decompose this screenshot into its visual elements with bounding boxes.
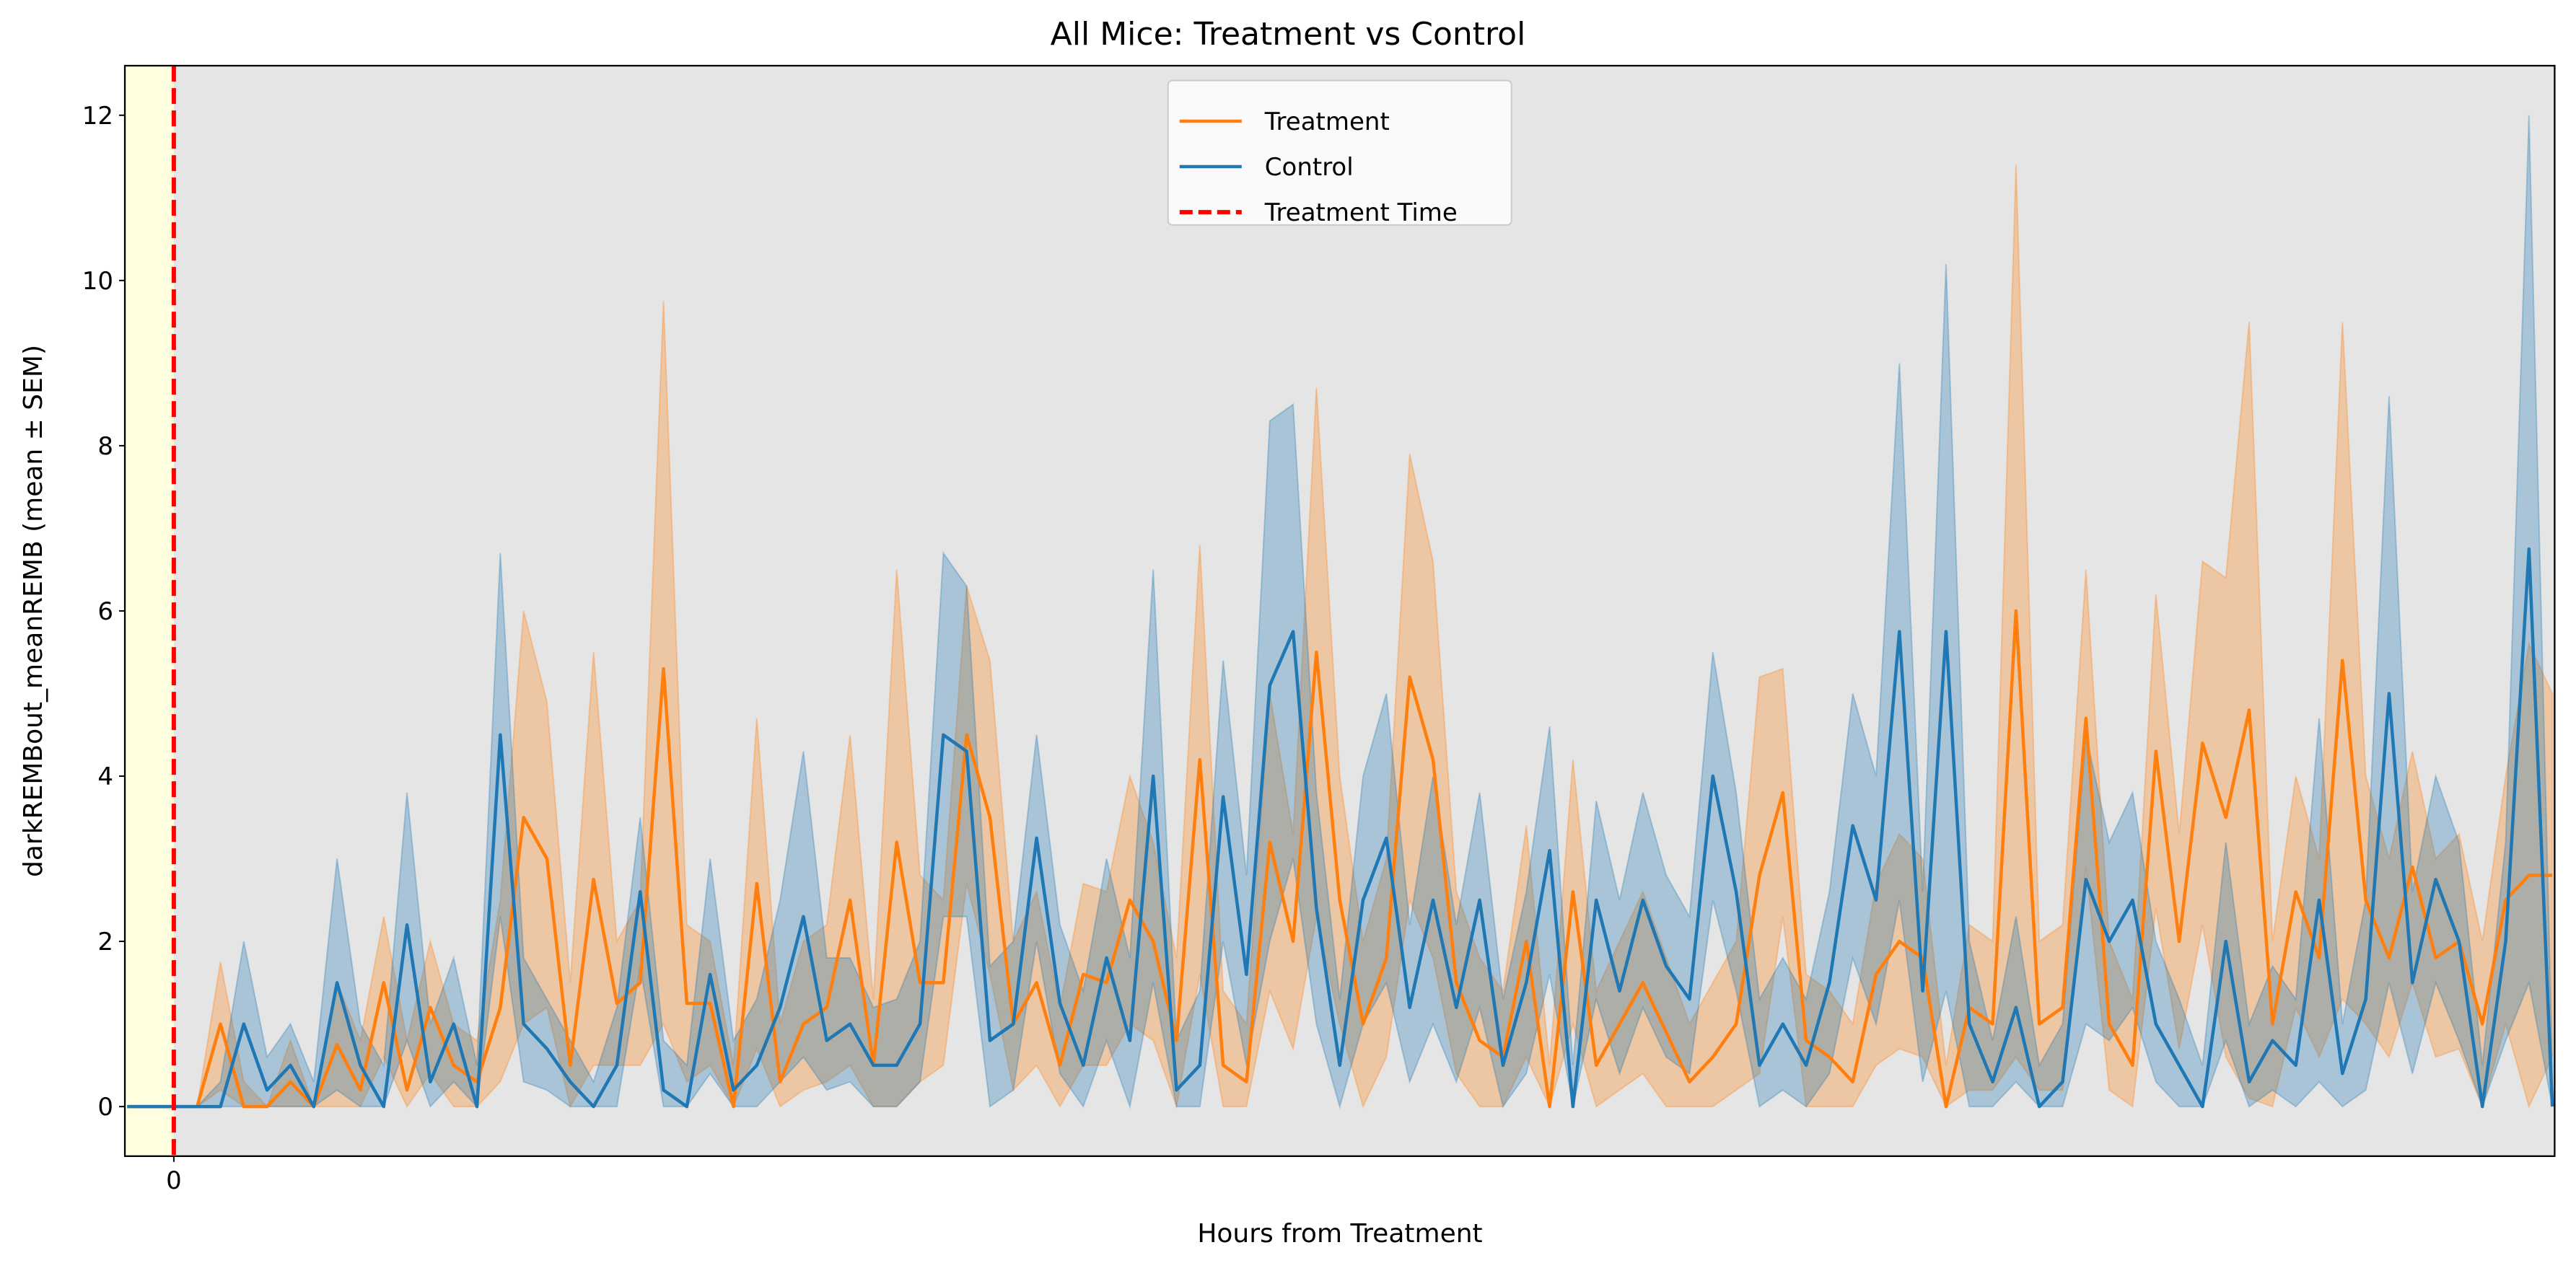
y-tick-label: 8 (97, 432, 113, 461)
x-tick-label: 0 (166, 1166, 182, 1195)
series-line (127, 547, 2554, 1109)
y-tick-label: 10 (82, 267, 113, 296)
legend-box (1167, 79, 1512, 226)
y-tick-label: 2 (97, 928, 113, 956)
legend: Treatment Control Treatment Time (1167, 79, 1512, 227)
y-tick-label: 12 (82, 102, 113, 131)
x-axis-label: Hours from Treatment (1197, 1219, 1482, 1249)
legend-label: Treatment (1264, 107, 1390, 136)
pre-treatment-shade (125, 66, 174, 1156)
y-axis-label: darkREMBout_meanREMB (mean ± SEM) (19, 345, 48, 877)
plot-background (125, 66, 2555, 1156)
y-tick-label: 4 (97, 762, 113, 791)
legend-label: Control (1265, 153, 1354, 182)
legend-label: Treatment Time (1264, 198, 1458, 227)
y-tick-label: 0 (97, 1093, 113, 1122)
series-line (127, 609, 2553, 1109)
chart-title: All Mice: Treatment vs Control (1051, 16, 1526, 53)
y-tick-label: 6 (97, 597, 113, 626)
